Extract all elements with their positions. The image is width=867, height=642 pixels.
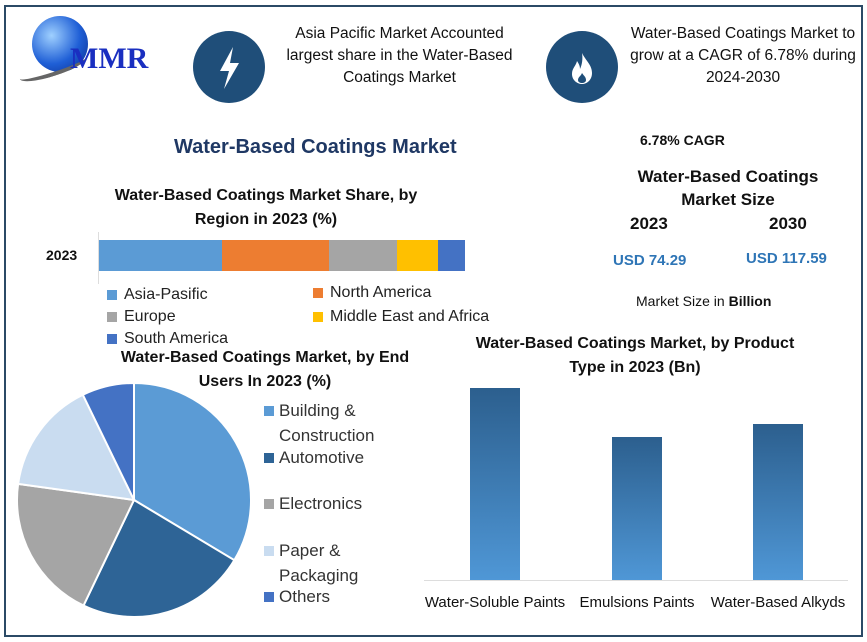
legend-swatch — [264, 499, 274, 509]
pie-legend-item: Building & Construction — [264, 398, 394, 448]
pie-legend-item: Electronics — [264, 491, 394, 516]
legend-swatch — [107, 290, 117, 300]
market-size-title: Water-Based Coatings Market Size — [637, 167, 819, 209]
legend-swatch — [264, 406, 274, 416]
region-chart-title: Water-Based Coatings Market Share, by Re… — [114, 187, 418, 228]
region-segment-asia-pasific — [99, 240, 222, 271]
flame-icon — [546, 31, 618, 103]
unit-prefix: Market Size in — [636, 293, 729, 309]
legend-swatch — [107, 334, 117, 344]
product-bar-water-based-alkyds — [753, 424, 803, 580]
legend-label: Others — [279, 587, 331, 606]
pie-slice-automotive — [82, 498, 236, 618]
legend-swatch — [107, 312, 117, 322]
frame — [4, 5, 863, 637]
legend-label: Electronics — [279, 494, 363, 513]
pie-legend-item: Others — [264, 584, 394, 609]
legend-label: Asia-Pasific — [124, 286, 208, 303]
pie-slice-paper-packaging — [16, 393, 136, 502]
main-title: Water-Based Coatings Market — [174, 136, 457, 158]
region-legend-item: Asia-Pasific — [107, 286, 208, 304]
pie-legend-item: Paper & Packaging — [264, 538, 394, 588]
legend-label: South America — [124, 330, 229, 347]
product-bar-water-soluble-paints — [470, 388, 520, 580]
legend-label: North America — [330, 284, 432, 301]
mmr-logo: MMR — [16, 14, 176, 87]
value-2030: USD 117.59 — [746, 250, 827, 267]
value-2023: USD 74.29 — [613, 252, 687, 269]
header-box2-text: Water-Based Coatings Market to grow at a… — [630, 25, 856, 86]
end-user-pie-chart — [16, 381, 252, 618]
globe-icon — [32, 16, 88, 72]
region-segment-europe — [328, 240, 397, 271]
lightning-icon — [193, 31, 265, 103]
region-category-label: 2023 — [46, 247, 78, 263]
legend-swatch — [264, 453, 274, 463]
product-axis-label: Emulsions Paints — [579, 594, 695, 611]
legend-swatch — [264, 592, 274, 602]
region-axis-line — [98, 232, 99, 284]
unit-value: Billion — [728, 293, 772, 309]
legend-swatch — [313, 288, 323, 298]
pie-slice-electronics — [16, 482, 136, 607]
legend-label: Middle East and Africa — [330, 308, 490, 325]
legend-swatch — [264, 546, 274, 556]
region-legend-item: South America — [107, 330, 228, 348]
region-segment-north-america — [221, 240, 329, 271]
logo-text: MMR — [70, 42, 149, 75]
region-legend-item: Europe — [107, 308, 176, 326]
pie-slice-building-construction — [133, 381, 252, 562]
product-axis-label: Water-Based Alkyds — [710, 594, 846, 611]
legend-label: Automotive — [279, 448, 365, 467]
region-stacked-bar — [99, 240, 465, 271]
legend-label: Paper & Packaging — [279, 541, 359, 585]
product-axis-line — [424, 580, 848, 581]
product-axis-label: Water-Soluble Paints — [424, 594, 566, 611]
region-segment-middle-east-and-africa — [396, 240, 438, 271]
region-legend-item: Middle East and Africa — [313, 308, 489, 326]
region-legend-item: North America — [313, 284, 431, 302]
legend-label: Building & Construction — [279, 401, 375, 445]
legend-swatch — [313, 312, 323, 322]
product-chart-title: Water-Based Coatings Market, by Product … — [475, 335, 795, 376]
region-segment-south-america — [437, 240, 465, 271]
header-box1-text: Asia Pacific Market Accounted largest sh… — [286, 25, 513, 86]
pie-slice-others — [81, 381, 135, 501]
pie-legend-item: Automotive — [264, 445, 394, 470]
pie-chart-title: Water-Based Coatings Market, by End User… — [120, 349, 410, 390]
product-bar-emulsions-paints — [612, 437, 662, 580]
cagr-label: 6.78% CAGR — [640, 132, 725, 148]
unit-label: Market Size in Billion — [636, 293, 771, 309]
legend-label: Europe — [124, 308, 176, 325]
year-2030: 2030 — [769, 214, 807, 233]
year-2023: 2023 — [630, 214, 668, 233]
